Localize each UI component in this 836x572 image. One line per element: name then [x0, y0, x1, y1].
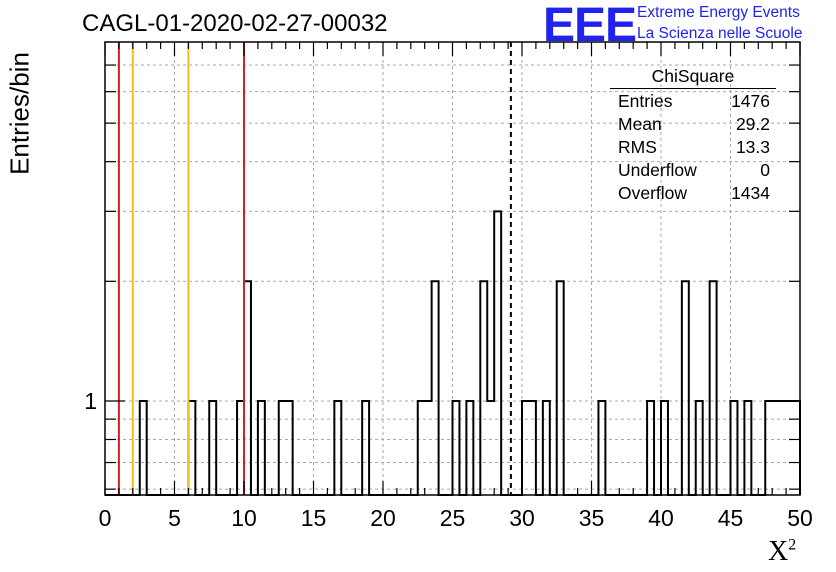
histogram-bin — [418, 401, 425, 495]
run-title: CAGL-01-2020-02-27-00032 — [82, 10, 388, 37]
stats-value: 1434 — [731, 183, 770, 203]
histogram-bin — [647, 401, 654, 495]
histogram-bin — [522, 401, 529, 495]
x-tick-label: 50 — [787, 505, 813, 531]
histogram-bin — [682, 281, 689, 495]
stats-label: Underflow — [618, 160, 697, 180]
histogram-bin — [731, 401, 738, 495]
x-axis-label-sup: 2 — [788, 536, 797, 554]
y-axis-label: Entries/bin — [4, 52, 35, 175]
histogram-bin — [258, 401, 265, 495]
stats-row-overflow: Overflow 1434 — [610, 182, 776, 205]
histogram-bin — [425, 401, 432, 495]
x-tick-label: 10 — [231, 505, 257, 531]
stats-label: RMS — [618, 137, 657, 157]
stats-label: Mean — [618, 114, 662, 134]
histogram-bin — [279, 401, 286, 495]
stats-label: Overflow — [618, 183, 688, 203]
stats-value: 29.2 — [735, 114, 770, 134]
histogram-bin — [786, 401, 793, 495]
eee-logo: EEE — [543, 0, 637, 52]
histogram-bin — [765, 401, 772, 495]
x-tick-label: 25 — [440, 505, 466, 531]
histogram-bin — [209, 401, 216, 495]
stats-label: Entries — [618, 91, 673, 111]
histogram-bin — [487, 401, 494, 495]
histogram-bin — [598, 401, 605, 495]
stats-row-rms: RMS 13.3 — [610, 136, 776, 159]
histogram-bin — [557, 281, 564, 495]
histogram-bin — [453, 401, 460, 495]
stats-value: 0 — [760, 160, 770, 180]
x-tick-label: 30 — [509, 505, 535, 531]
x-axis-label-base: X — [768, 536, 789, 567]
x-tick-label: 40 — [648, 505, 674, 531]
x-tick-label: 15 — [301, 505, 327, 531]
eee-logo-line2: La Scienza nelle Scuole — [637, 25, 803, 42]
histogram-bin — [334, 401, 341, 495]
histogram-bin — [466, 401, 473, 495]
stats-title: ChiSquare — [610, 66, 776, 89]
histogram-bin — [529, 401, 536, 495]
histogram-bin — [362, 401, 369, 495]
histogram-bin — [188, 401, 195, 495]
stats-value: 13.3 — [735, 137, 770, 157]
histogram-bin — [237, 401, 244, 495]
histogram-bin — [480, 281, 487, 495]
stats-row-entries: Entries 1476 — [610, 90, 776, 113]
histogram-bin — [779, 401, 786, 495]
y-tick-label: 1 — [84, 388, 97, 414]
x-tick-label: 0 — [99, 505, 112, 531]
histogram-bin — [793, 401, 800, 495]
histogram-bin — [744, 401, 751, 495]
histogram-bin — [772, 401, 779, 495]
stats-row-mean: Mean 29.2 — [610, 113, 776, 136]
histogram-bin — [494, 211, 501, 495]
stats-box: ChiSquare Entries 1476 Mean 29.2 RMS 13.3 U… — [610, 66, 776, 205]
histogram-bin — [543, 401, 550, 495]
stats-row-underflow: Underflow 0 — [610, 159, 776, 182]
histogram-bin — [710, 281, 717, 495]
stats-value: 1476 — [731, 91, 770, 111]
x-axis-label: X2 — [768, 536, 796, 568]
histogram-bin — [661, 401, 668, 495]
histogram-bin — [286, 401, 293, 495]
histogram-bin — [140, 401, 147, 495]
eee-logo-line1: Extreme Energy Events — [637, 4, 800, 21]
x-tick-label: 45 — [718, 505, 744, 531]
x-tick-label: 35 — [579, 505, 605, 531]
x-tick-label: 20 — [370, 505, 396, 531]
x-tick-label: 5 — [168, 505, 181, 531]
histogram-bin — [432, 281, 439, 495]
histogram-bin — [244, 281, 251, 495]
histogram-bin — [696, 401, 703, 495]
